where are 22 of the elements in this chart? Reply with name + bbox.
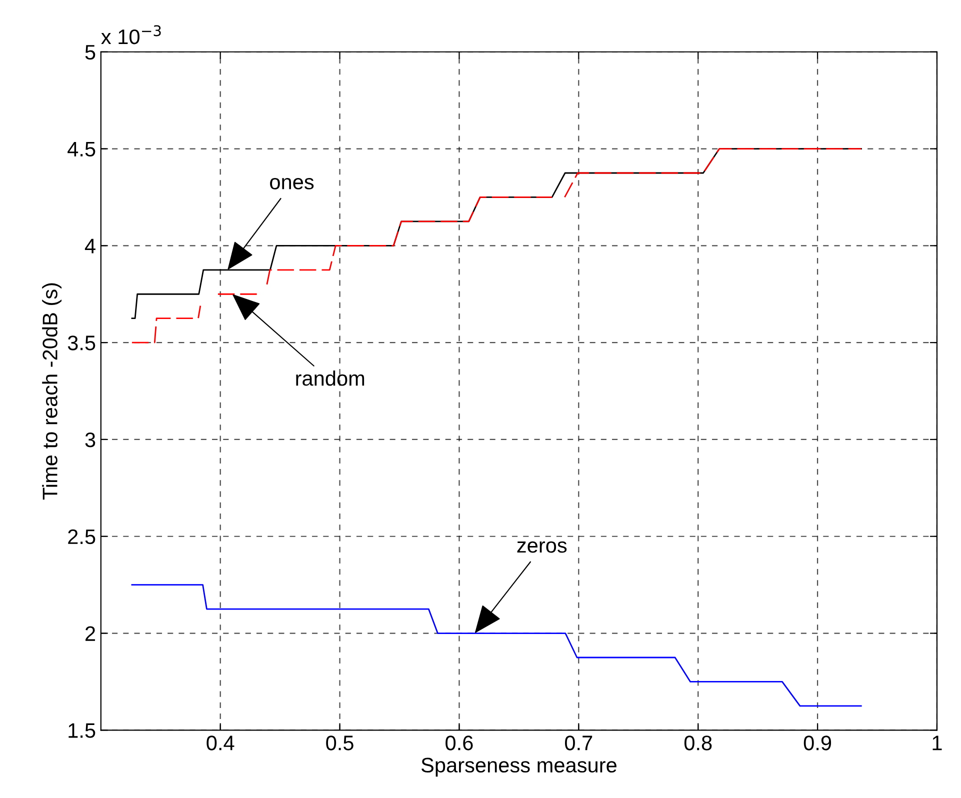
line-series — [131, 584, 862, 707]
y-tick-label: 5 — [85, 45, 96, 60]
y-tick-label: 1.5 — [68, 723, 96, 738]
x-tick-label: 0.6 — [446, 736, 473, 750]
y-axis-title: Time to reach -20dB (s) — [42, 283, 62, 500]
y-tick-label: 2.5 — [68, 529, 96, 544]
y-tick-label: 4 — [84, 238, 96, 254]
y-tick-label: 2 — [86, 626, 95, 641]
annotation: random — [296, 370, 364, 386]
y-tick-label: 4.5 — [68, 142, 96, 157]
x-tick-label: 0.5 — [326, 736, 354, 750]
x-tick-label: 0.9 — [804, 736, 832, 750]
y-tick-label: 3 — [85, 432, 96, 448]
annotation: ones — [270, 178, 314, 190]
x-tick-label: 0.4 — [206, 736, 234, 750]
y-tick-label: 3.5 — [68, 336, 96, 350]
x-tick-label: 0.7 — [564, 736, 592, 750]
text: x 10$^{−3}$ — [101, 25, 161, 44]
annotation: zeros — [517, 541, 567, 553]
x-tick-label: 1 — [932, 736, 942, 750]
x-axis-title: Sparseness measure — [421, 758, 616, 777]
x-tick-label: 0.8 — [684, 736, 712, 750]
